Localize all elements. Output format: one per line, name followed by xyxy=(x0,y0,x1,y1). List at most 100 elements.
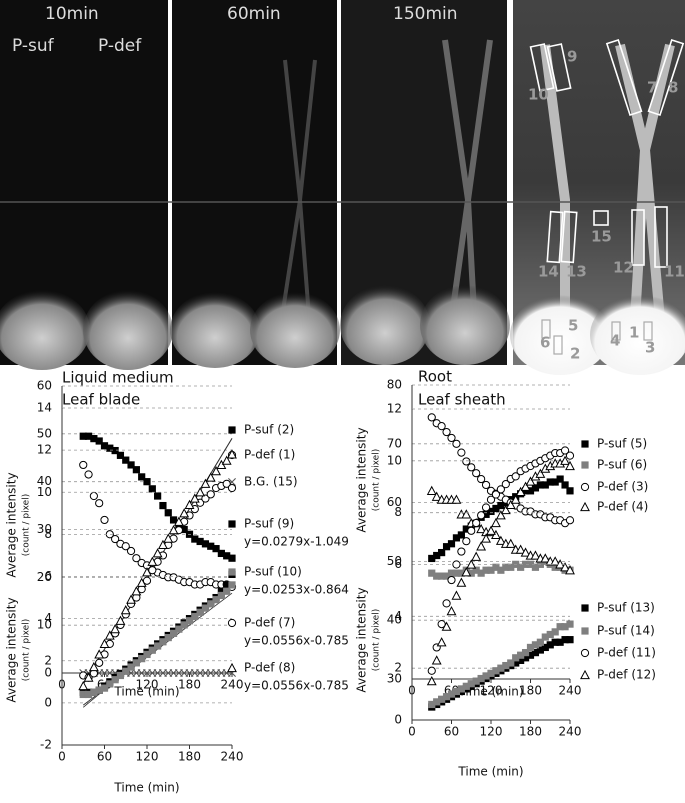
point xyxy=(185,617,194,625)
point xyxy=(426,485,437,495)
point xyxy=(451,590,462,600)
glow xyxy=(510,295,610,375)
glow xyxy=(590,295,685,375)
glow xyxy=(340,285,430,365)
y-tick-label: 30 xyxy=(387,672,402,686)
x-tick-label: 0 xyxy=(58,750,66,764)
region-label: 13 xyxy=(566,263,587,281)
point xyxy=(433,698,441,706)
point xyxy=(431,655,442,665)
point xyxy=(457,448,466,457)
point xyxy=(531,563,540,571)
point xyxy=(228,581,236,589)
point xyxy=(526,643,535,652)
point xyxy=(143,478,151,486)
point xyxy=(180,621,188,629)
point xyxy=(127,461,135,469)
point xyxy=(438,548,446,557)
y-tick-label: 2 xyxy=(394,661,402,675)
point xyxy=(500,504,511,515)
y-axis-title: Average intensity xyxy=(5,597,19,702)
point xyxy=(152,548,163,558)
point xyxy=(497,664,505,672)
point xyxy=(560,562,570,572)
point xyxy=(486,525,496,535)
point xyxy=(556,475,564,483)
point xyxy=(428,554,436,563)
point xyxy=(158,539,168,550)
point xyxy=(505,538,516,548)
point xyxy=(427,413,436,422)
point xyxy=(491,490,501,499)
point xyxy=(79,432,87,440)
point xyxy=(472,469,481,478)
point xyxy=(132,554,141,563)
point xyxy=(111,534,120,544)
point xyxy=(136,577,147,587)
legend-marker xyxy=(228,520,236,528)
region-label: 1 xyxy=(629,324,639,342)
point xyxy=(164,633,172,642)
point xyxy=(481,533,491,543)
point xyxy=(138,473,146,481)
point xyxy=(447,575,456,585)
point xyxy=(84,690,93,699)
y-tick-label: 50 xyxy=(37,426,52,440)
point xyxy=(540,553,551,563)
point xyxy=(457,547,466,556)
y-tick-label: 30 xyxy=(37,522,52,536)
x-tick-label: 120 xyxy=(136,678,159,692)
point xyxy=(142,567,152,577)
x-axis-title: Time (min) xyxy=(113,685,179,699)
point xyxy=(79,690,87,699)
point xyxy=(433,572,441,580)
y-tick-label: 0 xyxy=(44,666,52,680)
x-axis-title: Time (min) xyxy=(457,765,523,779)
point xyxy=(512,654,520,662)
region-label: 14 xyxy=(538,263,559,281)
point xyxy=(551,478,559,486)
y-tick-label: 14 xyxy=(37,401,52,415)
point xyxy=(472,677,480,685)
point xyxy=(228,554,236,562)
legend-marker xyxy=(228,426,236,434)
point xyxy=(447,540,456,548)
point xyxy=(95,658,104,667)
y-axis-unit: (count / pixel) xyxy=(22,619,32,681)
legend-marker xyxy=(227,662,237,673)
legend-label: P-suf (9) xyxy=(244,517,294,531)
point xyxy=(138,655,146,663)
point xyxy=(173,516,184,526)
glow xyxy=(83,290,173,370)
point xyxy=(143,650,151,659)
point xyxy=(191,612,199,621)
point xyxy=(505,499,516,509)
point xyxy=(100,684,109,692)
point xyxy=(495,535,506,545)
region-box xyxy=(631,209,645,266)
point xyxy=(451,494,462,504)
point xyxy=(196,537,204,546)
trend-equation: y=0.0279x-1.049 xyxy=(244,535,349,549)
y-tick-label: 80 xyxy=(387,378,402,392)
point xyxy=(492,667,500,675)
trend-equation: y=0.0556x-0.785 xyxy=(244,679,349,693)
point xyxy=(169,516,178,524)
region-box xyxy=(541,319,551,339)
y-tick-label: 6 xyxy=(44,569,52,583)
point xyxy=(111,446,119,455)
point xyxy=(561,636,569,644)
point xyxy=(438,572,446,580)
point xyxy=(510,494,521,504)
sample-label: P-def xyxy=(98,36,142,56)
point xyxy=(90,688,98,696)
time-label: 10min xyxy=(45,4,99,24)
point xyxy=(556,623,564,631)
point xyxy=(536,481,544,489)
point xyxy=(536,646,544,654)
image-panels xyxy=(0,0,685,375)
region-label: 6 xyxy=(540,334,550,352)
point xyxy=(120,605,131,615)
point xyxy=(512,659,520,667)
legend-label: P-def (3) xyxy=(597,480,648,494)
